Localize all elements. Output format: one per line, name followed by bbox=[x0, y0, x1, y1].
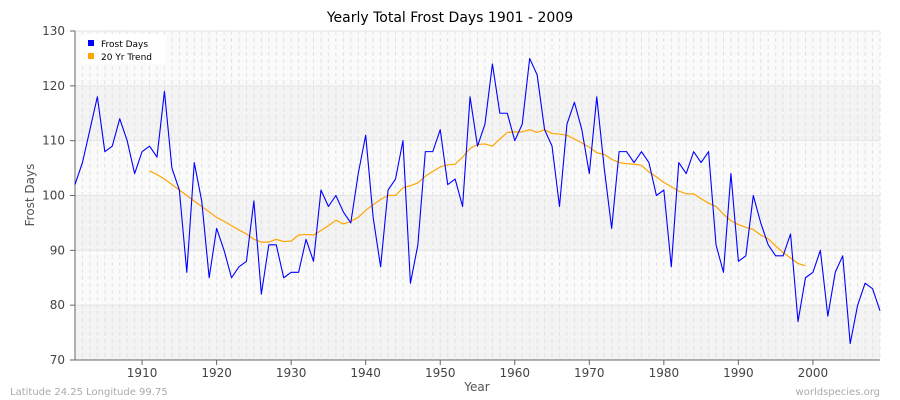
x-tick-label: 1920 bbox=[201, 366, 232, 380]
y-tick-label: 100 bbox=[42, 189, 65, 203]
legend-label-frost-days: Frost Days bbox=[101, 40, 148, 50]
legend: Frost Days 20 Yr Trend bbox=[80, 34, 166, 64]
x-tick-label: 1950 bbox=[425, 366, 456, 380]
x-tick-label: 1980 bbox=[649, 366, 680, 380]
y-tick-label: 110 bbox=[42, 134, 65, 148]
x-axis-label: Year bbox=[463, 380, 489, 394]
y-tick-label: 130 bbox=[42, 24, 65, 38]
legend-swatch-trend bbox=[88, 53, 94, 59]
footer-coordinates: Latitude 24.25 Longitude 99.75 bbox=[10, 387, 168, 398]
x-tick-label: 1970 bbox=[574, 366, 605, 380]
x-tick-label: 1940 bbox=[350, 366, 381, 380]
legend-swatch-frost-days bbox=[88, 40, 94, 46]
y-tick-label: 70 bbox=[50, 353, 65, 367]
y-axis-label: Frost Days bbox=[23, 164, 37, 227]
y-tick-label: 120 bbox=[42, 79, 65, 93]
x-tick-label: 1990 bbox=[723, 366, 754, 380]
y-tick-label: 90 bbox=[50, 243, 65, 257]
x-tick-label: 1960 bbox=[499, 366, 530, 380]
footer-source: worldspecies.org bbox=[796, 387, 880, 398]
y-tick-label: 80 bbox=[50, 298, 65, 312]
x-tick-label: 1930 bbox=[276, 366, 307, 380]
x-tick-label: 1910 bbox=[127, 366, 158, 380]
chart-title: Yearly Total Frost Days 1901 - 2009 bbox=[326, 10, 573, 26]
legend-label-trend: 20 Yr Trend bbox=[101, 53, 152, 63]
x-tick-label: 2000 bbox=[798, 366, 829, 380]
